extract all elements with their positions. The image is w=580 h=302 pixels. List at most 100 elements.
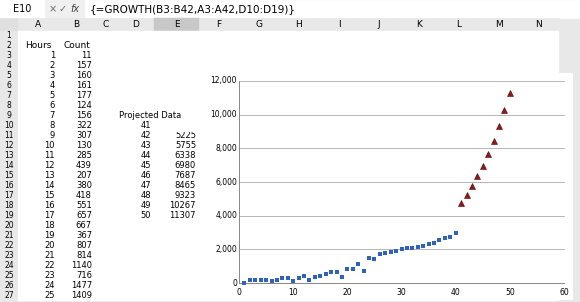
Bar — [117, 221, 154, 231]
Text: 6,000: 6,000 — [215, 178, 237, 187]
Bar — [319, 201, 359, 211]
Text: 7: 7 — [50, 111, 55, 120]
Bar — [95, 41, 117, 51]
Bar — [199, 191, 239, 201]
Bar — [95, 71, 117, 81]
Bar — [199, 111, 239, 121]
Text: 157: 157 — [76, 62, 92, 70]
Bar — [479, 191, 519, 201]
Bar — [479, 171, 519, 181]
Bar — [239, 51, 279, 61]
Text: 814: 814 — [76, 252, 92, 261]
Bar — [18, 141, 58, 151]
Bar — [58, 41, 95, 51]
Bar — [18, 91, 58, 101]
Bar — [319, 91, 359, 101]
Text: 124: 124 — [76, 101, 92, 111]
Bar — [18, 151, 58, 161]
Text: 1: 1 — [50, 52, 55, 60]
Text: 22: 22 — [45, 262, 55, 271]
Bar — [479, 271, 519, 281]
Bar — [319, 101, 359, 111]
Bar — [399, 191, 439, 201]
Bar — [319, 71, 359, 81]
Text: 23: 23 — [45, 271, 55, 281]
Text: 6980: 6980 — [175, 162, 196, 171]
Bar — [359, 91, 399, 101]
Bar — [117, 281, 154, 291]
Bar — [0, 18, 18, 31]
Bar — [95, 91, 117, 101]
Bar — [154, 251, 199, 261]
Bar — [117, 241, 154, 251]
Text: 50: 50 — [140, 211, 151, 220]
Bar — [479, 91, 519, 101]
Bar — [199, 251, 239, 261]
Bar — [279, 261, 319, 271]
Bar — [359, 231, 399, 241]
Bar — [239, 18, 279, 31]
Bar — [519, 131, 559, 141]
Bar — [319, 111, 359, 121]
Bar — [58, 221, 95, 231]
Text: 15: 15 — [4, 172, 14, 181]
Bar — [95, 51, 117, 61]
Bar — [399, 281, 439, 291]
Bar — [0, 0, 580, 18]
Bar — [58, 271, 95, 281]
Bar — [18, 111, 58, 121]
Bar — [154, 211, 199, 221]
Bar — [399, 18, 439, 31]
Bar — [279, 41, 319, 51]
Bar — [117, 91, 154, 101]
Bar — [279, 221, 319, 231]
Bar — [0, 111, 18, 121]
Bar — [399, 71, 439, 81]
Text: 4: 4 — [6, 62, 12, 70]
Bar — [439, 161, 479, 171]
Bar — [279, 171, 319, 181]
Text: 439: 439 — [76, 162, 92, 171]
Bar — [319, 141, 359, 151]
Bar — [479, 18, 519, 31]
Bar — [279, 111, 319, 121]
Text: 12: 12 — [4, 142, 14, 150]
Bar — [439, 261, 479, 271]
Bar — [0, 161, 18, 171]
Text: 10,000: 10,000 — [211, 110, 237, 119]
Text: 8,000: 8,000 — [215, 144, 237, 153]
Bar — [154, 181, 199, 191]
Bar — [0, 91, 18, 101]
Text: 44: 44 — [140, 152, 151, 160]
Bar — [279, 31, 319, 41]
Bar — [0, 231, 18, 241]
Bar — [58, 81, 95, 91]
Bar — [439, 18, 479, 31]
Bar — [519, 261, 559, 271]
Bar — [58, 211, 95, 221]
Bar — [279, 121, 319, 131]
Bar — [58, 151, 95, 161]
Bar — [239, 101, 279, 111]
Bar — [0, 171, 18, 181]
Bar — [279, 281, 319, 291]
Bar — [18, 18, 58, 31]
Text: 1409: 1409 — [71, 291, 92, 300]
Bar — [479, 31, 519, 41]
Bar — [199, 281, 239, 291]
Text: 50: 50 — [505, 288, 514, 297]
Bar — [95, 121, 117, 131]
Text: 7: 7 — [6, 92, 12, 101]
Text: 17: 17 — [4, 191, 14, 201]
Bar — [399, 41, 439, 51]
Bar — [239, 281, 279, 291]
Bar — [154, 231, 199, 241]
Bar — [18, 161, 58, 171]
Bar — [359, 81, 399, 91]
Bar — [479, 161, 519, 171]
Text: 6338: 6338 — [175, 152, 196, 160]
Bar — [519, 71, 559, 81]
Text: 4,000: 4,000 — [215, 211, 237, 220]
Bar — [117, 81, 154, 91]
Bar — [18, 71, 58, 81]
